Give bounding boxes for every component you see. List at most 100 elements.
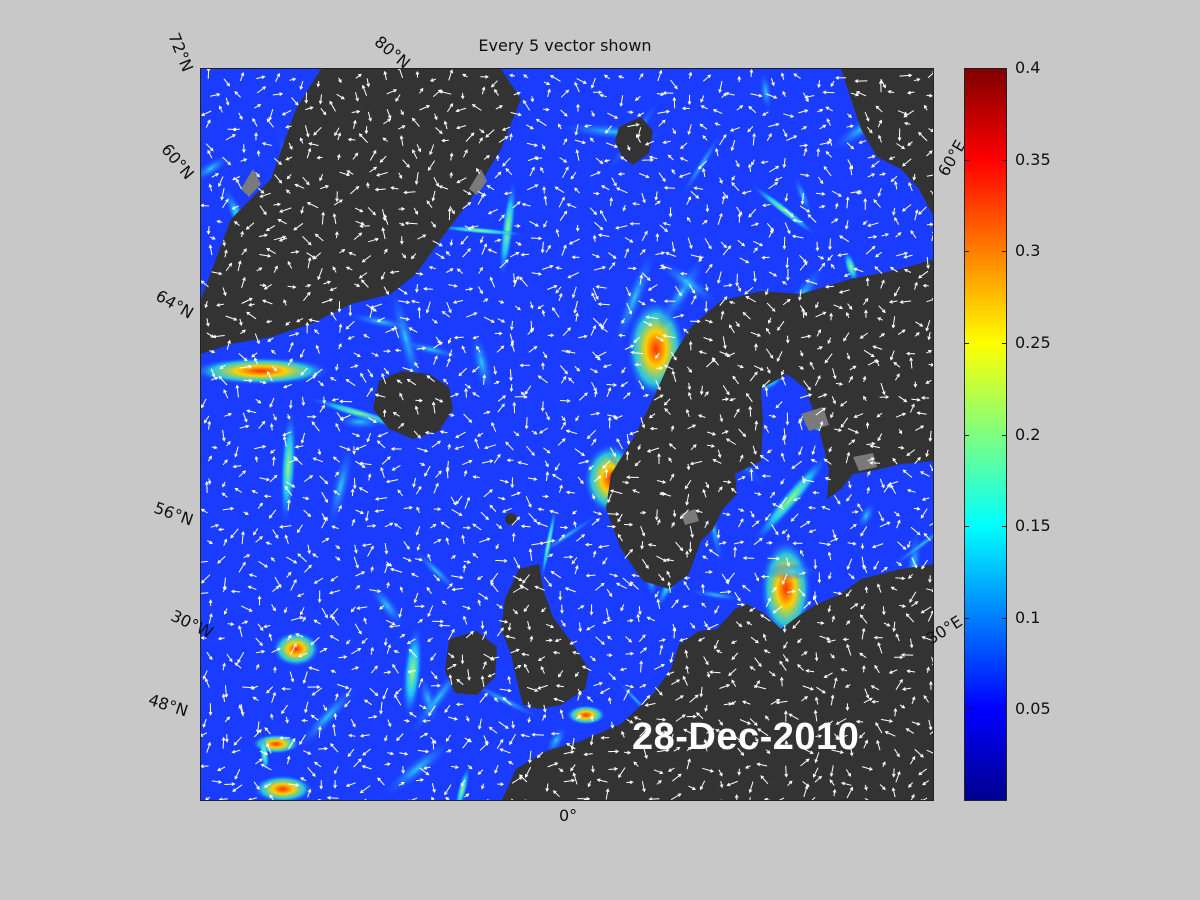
- vector-arrowhead: [266, 118, 271, 123]
- vector-arrow: [593, 266, 606, 271]
- vector-arrowhead: [295, 783, 300, 787]
- vector-arrowhead: [830, 83, 835, 88]
- vector-arrowhead: [252, 117, 256, 122]
- vector-arrowhead: [599, 93, 604, 98]
- vector-arrowhead: [685, 408, 690, 413]
- vector-arrow: [377, 440, 386, 449]
- vector-arrowhead: [307, 513, 312, 518]
- vector-arrowhead: [564, 525, 569, 530]
- vector-arrow: [349, 186, 359, 195]
- vector-arrowhead: [310, 641, 315, 646]
- vector-arrowhead: [361, 543, 366, 547]
- vector-arrow: [731, 680, 737, 687]
- vector-arrow: [412, 118, 420, 127]
- vector-arrow: [854, 413, 864, 418]
- vector-arrowhead: [768, 319, 772, 324]
- vector-arrow: [395, 688, 402, 695]
- vector-arrowhead: [724, 194, 729, 199]
- vector-arrow: [617, 534, 623, 542]
- vector-arrowhead: [554, 638, 559, 643]
- vector-arrowhead: [515, 648, 520, 653]
- vector-arrow: [307, 544, 311, 554]
- vector-arrow: [497, 403, 505, 413]
- vector-arrow: [390, 568, 403, 573]
- vector-arrow: [271, 692, 276, 703]
- vector-arrow: [660, 264, 672, 270]
- vector-arrowhead: [918, 771, 923, 776]
- vector-arrow: [847, 159, 853, 169]
- vector-arrowhead: [279, 524, 284, 529]
- vector-arrow: [867, 173, 875, 178]
- vector-arrow: [698, 637, 705, 642]
- vector-arrowhead: [731, 656, 736, 661]
- vector-arrow: [529, 220, 539, 227]
- vector-arrowhead: [664, 228, 668, 233]
- vector-arrow: [288, 783, 299, 786]
- vector-arrow: [240, 605, 253, 612]
- vector-arrowhead: [288, 405, 293, 410]
- vector-arrowhead: [300, 371, 305, 376]
- vector-arrowhead: [668, 457, 672, 462]
- vector-arrow: [480, 236, 484, 243]
- vector-arrowhead: [662, 717, 667, 722]
- vector-arrow: [785, 765, 787, 777]
- vector-arrowhead: [352, 723, 356, 728]
- vector-arrowhead: [871, 245, 876, 250]
- vector-arrowhead: [659, 366, 664, 371]
- vector-arrow: [383, 286, 389, 295]
- vector-arrowhead: [914, 209, 919, 214]
- vector-arrow: [206, 481, 208, 493]
- vector-arrowhead: [780, 480, 784, 485]
- vector-arrow: [287, 261, 293, 269]
- vector-arrow: [402, 159, 410, 168]
- vector-arrowhead: [301, 402, 306, 407]
- vector-arrowhead: [782, 245, 787, 250]
- vector-arrowhead: [546, 81, 551, 86]
- vector-arrowhead: [654, 516, 659, 521]
- vector-arrowhead: [748, 213, 752, 218]
- vector-arrowhead: [231, 782, 236, 786]
- vector-arrow: [730, 127, 740, 132]
- vector-arrow: [205, 119, 211, 128]
- vector-arrowhead: [431, 401, 436, 406]
- vector-arrow: [620, 156, 628, 162]
- vector-arrowhead: [649, 426, 654, 431]
- vector-arrowhead: [918, 274, 922, 279]
- vector-arrowhead: [821, 204, 826, 209]
- vector-arrowhead: [418, 398, 423, 403]
- vector-arrowhead: [886, 623, 891, 627]
- vector-arrowhead: [689, 245, 693, 250]
- vector-arrow: [776, 700, 788, 704]
- vector-arrow: [541, 241, 544, 253]
- vector-arrowhead: [799, 725, 804, 730]
- vector-arrowhead: [341, 249, 346, 253]
- vector-arrow: [537, 522, 548, 528]
- vector-arrowhead: [855, 430, 860, 434]
- vector-arrowhead: [208, 455, 212, 460]
- vector-arrowhead: [891, 324, 896, 329]
- vector-arrow: [624, 248, 629, 259]
- vector-arrowhead: [460, 95, 465, 100]
- vector-arrow: [560, 376, 567, 384]
- vector-arrow: [770, 699, 780, 705]
- vector-arrowhead: [452, 664, 457, 668]
- vector-arrow: [799, 394, 812, 399]
- vector-arrow: [846, 787, 853, 799]
- vector-arrow: [289, 332, 299, 337]
- vector-arrow: [906, 449, 916, 456]
- vector-arrow: [658, 172, 666, 182]
- vector-arrow: [567, 203, 577, 209]
- vector-arrow: [690, 295, 697, 305]
- vector-arrowhead: [615, 582, 620, 587]
- vector-arrow: [252, 118, 258, 127]
- continental-europe-landmass: [501, 564, 933, 800]
- vector-arrow: [259, 750, 268, 755]
- vector-arrowhead: [401, 125, 406, 129]
- vector-arrow: [512, 201, 521, 209]
- vector-arrowhead: [329, 590, 334, 595]
- vector-arrowhead: [577, 690, 582, 695]
- vector-arrowhead: [838, 235, 843, 239]
- vector-arrow: [850, 603, 858, 610]
- vector-arrowhead: [439, 341, 443, 346]
- vector-arrow: [433, 177, 439, 187]
